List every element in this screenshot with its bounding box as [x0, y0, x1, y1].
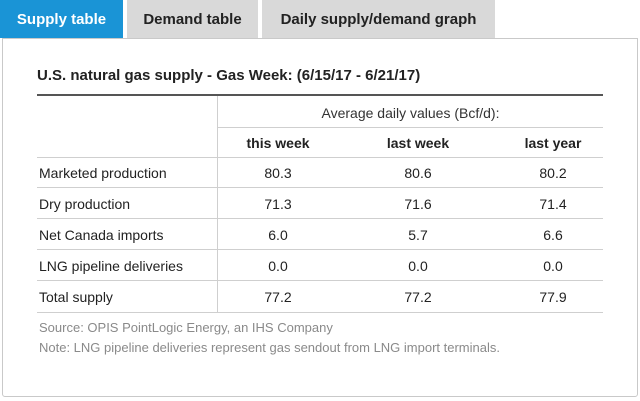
row-divider [37, 249, 603, 250]
table-cell: 71.3 [264, 196, 292, 212]
table-bottom-rule [37, 312, 603, 313]
table-cell: 77.9 [539, 289, 567, 305]
table-cell: 6.6 [543, 227, 563, 243]
table-cell: 77.2 [264, 289, 292, 305]
row-divider [37, 218, 603, 219]
column-header-last-year: last year [524, 135, 582, 151]
row-label-lng-pipeline-deliveries: LNG pipeline deliveries [39, 258, 183, 274]
tab-supply-table[interactable]: Supply table [0, 0, 123, 38]
row-label-dry-production: Dry production [39, 196, 131, 212]
table-cell: 71.6 [404, 196, 432, 212]
column-header-this-week: this week [246, 135, 310, 151]
row-label-marketed-production: Marketed production [39, 165, 167, 181]
row-label-total-supply: Total supply [39, 289, 113, 305]
average-values-header: Average daily values (Bcf/d): [321, 105, 500, 121]
header-divider [218, 127, 603, 128]
table-cell: 77.2 [404, 289, 432, 305]
footnote: Note: LNG pipeline deliveries represent … [39, 340, 500, 355]
row-divider [37, 157, 603, 158]
table-cell: 0.0 [543, 258, 563, 274]
table-cell: 0.0 [268, 258, 288, 274]
tab-bar: Supply table Demand table Daily supply/d… [0, 0, 640, 38]
row-divider [37, 280, 603, 281]
table-cell: 5.7 [408, 227, 428, 243]
table-cell: 0.0 [408, 258, 428, 274]
column-header-last-week: last week [386, 135, 450, 151]
table-cell: 80.6 [404, 165, 432, 181]
table-title: U.S. natural gas supply - Gas Week: (6/1… [37, 67, 421, 84]
source-note: Source: OPIS PointLogic Energy, an IHS C… [39, 320, 333, 335]
table-cell: 71.4 [539, 196, 567, 212]
table-cell: 80.2 [539, 165, 567, 181]
column-divider [217, 96, 218, 313]
tab-daily-supply-demand-graph[interactable]: Daily supply/demand graph [262, 0, 495, 38]
title-divider [37, 94, 603, 96]
table-cell: 80.3 [264, 165, 292, 181]
row-label-net-canada-imports: Net Canada imports [39, 227, 164, 243]
row-divider [37, 187, 603, 188]
table-cell: 6.0 [268, 227, 288, 243]
supply-table-panel: U.S. natural gas supply - Gas Week: (6/1… [2, 38, 638, 397]
tab-demand-table[interactable]: Demand table [127, 0, 258, 38]
